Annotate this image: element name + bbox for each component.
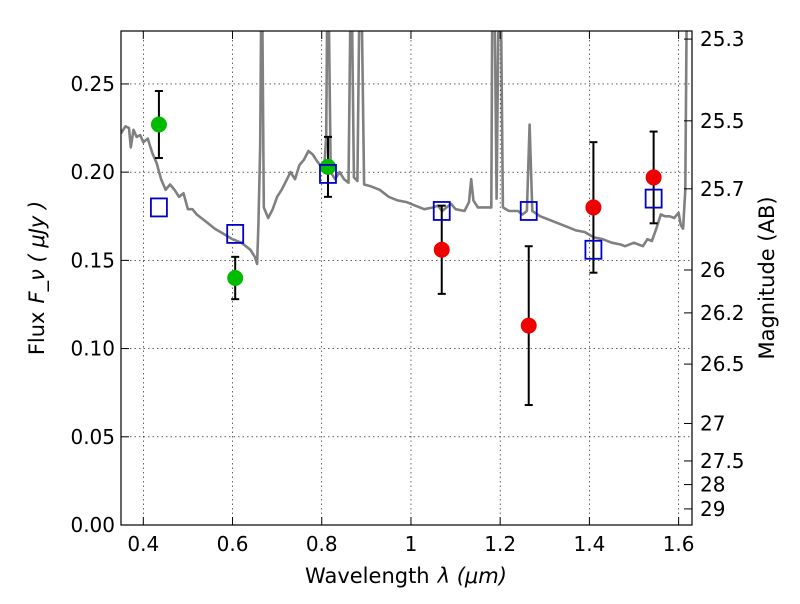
model-square-marker [319,164,337,184]
y-tick-label: 0.15 [70,248,115,272]
plot-background [121,31,692,525]
magnitude-tick-label: 27 [700,411,725,435]
magnitude-tick-label: 25.3 [700,27,745,51]
magnitude-tick-label: 25.5 [700,109,745,133]
photometry-point [319,158,336,175]
model-square-marker [519,201,538,221]
photometry-point [150,116,167,133]
model-square-marker [584,239,603,260]
grid-lines [121,31,692,525]
magnitude-tick-label: 26 [700,258,725,282]
magnitude-tick-label: 28 [700,473,725,497]
photometry-point [227,270,244,286]
x-tick-label: 0.4 [127,532,159,556]
axis-ticks: 0.4 0.6 0.8 1 1.2 1.4 1.6 0.00 0.05 0.10 0.15 0.20 0… [70,27,744,556]
y-tick-label: 0.00 [70,513,115,537]
magnitude-tick-label: 26.5 [700,352,745,376]
photometry-point [645,169,662,186]
y-tick-label: 0.05 [70,425,115,449]
data-markers [150,116,663,334]
x-tick-label: 1.2 [484,532,516,556]
x-axis-label: Wavelength λ (μm) [305,564,507,588]
photometry-point [520,317,537,334]
model-square-marker [150,197,168,218]
model-square-marker [432,201,451,221]
magnitude-tick-label: 29 [700,497,725,521]
y-tick-label: 0.10 [70,337,115,361]
x-tick-label: 1 [405,532,418,556]
x-tick-label: 1.6 [663,532,695,556]
x-tick-label: 0.8 [306,532,338,556]
right-axis-label: Magnitude (AB) [755,196,779,359]
x-tick-label: 1.4 [573,532,605,556]
photometry-point [585,199,602,216]
model-square-marker [226,223,245,244]
y-axis-label: FluxF_ν ( μJy ) [25,201,50,355]
photometry-point [433,241,450,258]
magnitude-tick-label: 27.5 [700,449,745,473]
magnitude-tick-label: 25.7 [700,177,745,201]
x-tick-label: 0.6 [217,532,249,556]
model-square-marker [644,188,663,209]
magnitude-tick-label: 26.2 [700,301,745,325]
y-tick-label: 0.25 [70,72,115,96]
y-tick-label: 0.20 [70,160,115,184]
plot-frame [120,30,693,526]
